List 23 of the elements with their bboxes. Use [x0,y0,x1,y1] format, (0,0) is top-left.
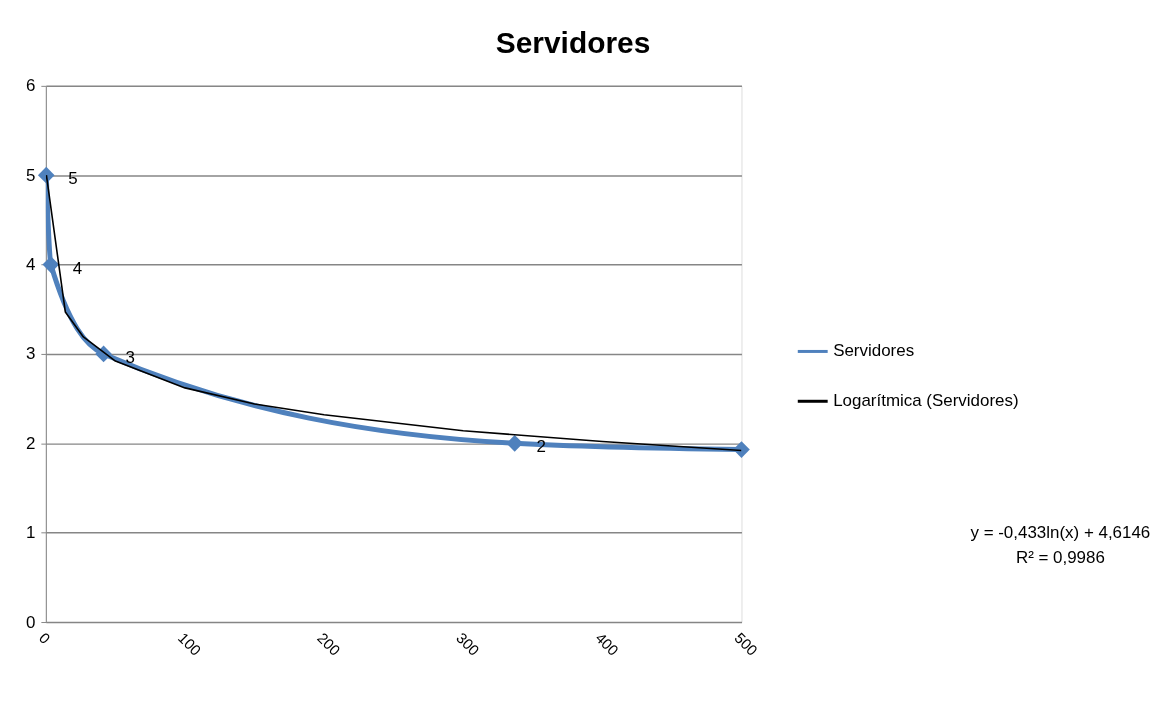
data-label: 5 [68,169,78,189]
y-tick-label: 6 [25,76,36,96]
chart-title: Servidores [495,25,651,59]
y-tick-label: 2 [25,433,36,453]
y-tick-label: 0 [25,612,36,632]
text: R² = 0,9986 [1015,548,1105,568]
data-label: 4 [72,258,83,278]
x-tick-label: 500 [731,629,762,659]
legend-label: Logarítmica (Servidores) [833,391,1019,411]
y-tick-label: 1 [25,523,36,543]
x-tick-label: 200 [314,629,344,659]
y-tick-label: 4 [25,255,36,275]
x-tick-label: 100 [174,629,205,659]
x-tick-label: 300 [453,629,483,659]
y-tick-label: 3 [25,344,36,364]
point [42,256,60,273]
y-tick-label: 5 [25,165,36,185]
text: y = -0,433ln(x) + 4,6146 [970,523,1151,543]
legend-label: Servidores [833,341,915,361]
point [37,166,55,184]
point [733,441,750,458]
x-tick-label: 400 [592,629,622,659]
data-label: 3 [125,347,135,367]
